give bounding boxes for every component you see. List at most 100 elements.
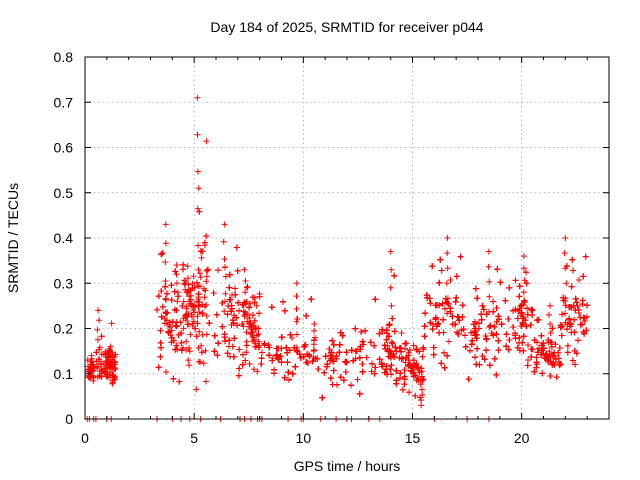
- data-point: [562, 265, 569, 272]
- data-point: [388, 362, 395, 369]
- data-point: [155, 364, 162, 371]
- data-point: [566, 315, 573, 322]
- data-point: [194, 313, 201, 320]
- data-point: [521, 277, 528, 284]
- data-point: [418, 402, 425, 409]
- chart-title: Day 184 of 2025, SRMTID for receiver p04…: [210, 19, 483, 35]
- data-point: [493, 331, 500, 338]
- data-point: [343, 349, 350, 356]
- data-point: [459, 302, 466, 309]
- data-point: [190, 273, 197, 280]
- data-point: [427, 300, 434, 307]
- data-point: [534, 317, 541, 324]
- data-point: [229, 292, 235, 298]
- data-point: [512, 306, 519, 313]
- data-point: [342, 369, 349, 375]
- data-point: [94, 364, 100, 371]
- data-point: [398, 355, 405, 362]
- data-point: [310, 354, 317, 361]
- data-point: [516, 347, 523, 354]
- data-point: [194, 94, 201, 101]
- data-point: [329, 337, 336, 344]
- data-point: [293, 318, 300, 325]
- data-point: [376, 356, 383, 363]
- data-point: [159, 303, 166, 310]
- data-point: [293, 344, 300, 351]
- data-point: [547, 321, 554, 327]
- data-point: [397, 375, 403, 382]
- data-point: [558, 323, 565, 330]
- data-point: [574, 302, 581, 309]
- data-point: [413, 360, 420, 367]
- data-point: [566, 323, 573, 330]
- data-point: [184, 275, 191, 282]
- data-point: [206, 320, 213, 327]
- data-point: [231, 335, 238, 342]
- data-point: [398, 348, 405, 355]
- data-point: [162, 240, 169, 247]
- data-point: [563, 280, 570, 287]
- data-point: [194, 168, 201, 175]
- data-point: [444, 235, 451, 241]
- data-point: [226, 284, 233, 291]
- data-point: [546, 348, 553, 355]
- data-point: [465, 376, 472, 383]
- data-point: [173, 271, 180, 278]
- data-point: [552, 341, 559, 348]
- data-point: [196, 328, 203, 335]
- data-point: [190, 306, 197, 313]
- data-point: [310, 348, 317, 355]
- data-point: [462, 343, 469, 350]
- data-point: [505, 346, 512, 353]
- data-point: [88, 367, 95, 374]
- data-point: [178, 339, 185, 346]
- data-point: [430, 351, 437, 358]
- data-point: [219, 323, 226, 330]
- data-point: [512, 330, 518, 337]
- data-point: [385, 333, 392, 340]
- data-point: [278, 334, 285, 341]
- data-point: [445, 300, 452, 307]
- data-point: [88, 355, 95, 362]
- data-point: [562, 302, 569, 309]
- data-point: [430, 344, 437, 351]
- data-point: [491, 355, 498, 362]
- data-point: [88, 361, 95, 368]
- data-point: [515, 307, 522, 314]
- data-point: [503, 331, 510, 338]
- data-point: [432, 302, 439, 309]
- data-point: [213, 311, 220, 318]
- data-point: [444, 250, 451, 257]
- data-point: [478, 316, 485, 323]
- data-point: [244, 311, 251, 317]
- data-point: [174, 289, 181, 296]
- data-point: [542, 352, 549, 359]
- data-point: [330, 367, 337, 374]
- data-point: [470, 321, 477, 328]
- data-point: [572, 307, 579, 314]
- data-point: [221, 308, 228, 315]
- data-point: [493, 371, 500, 378]
- data-point: [441, 364, 448, 371]
- data-point: [462, 332, 468, 339]
- data-point: [396, 345, 403, 352]
- data-point: [322, 353, 329, 360]
- data-point: [242, 278, 249, 284]
- data-point: [109, 361, 116, 368]
- data-point: [564, 349, 571, 356]
- data-point: [286, 376, 292, 383]
- data-point: [225, 303, 232, 309]
- data-point: [111, 364, 118, 371]
- data-point: [195, 266, 202, 273]
- data-point: [524, 362, 531, 369]
- data-point: [293, 280, 300, 287]
- data-point: [185, 281, 192, 288]
- data-point: [449, 321, 456, 328]
- data-point: [243, 349, 250, 356]
- data-point: [391, 272, 398, 279]
- data-point: [196, 270, 203, 277]
- data-point: [384, 342, 391, 349]
- data-point: [359, 338, 366, 345]
- data-point: [379, 326, 386, 333]
- data-point: [193, 386, 200, 393]
